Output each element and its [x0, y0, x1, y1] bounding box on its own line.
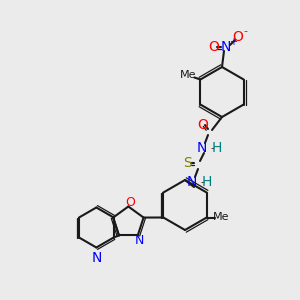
Text: N: N — [187, 175, 197, 189]
Text: Me: Me — [180, 70, 196, 80]
Text: O: O — [208, 40, 219, 54]
Text: Me: Me — [212, 212, 229, 223]
Text: +: + — [229, 37, 237, 47]
Text: -: - — [210, 143, 214, 153]
Text: H: H — [212, 141, 222, 155]
Text: O: O — [232, 30, 243, 44]
Text: N: N — [135, 234, 144, 247]
Text: N: N — [91, 250, 101, 265]
Text: O: O — [125, 196, 135, 209]
Text: -: - — [243, 26, 247, 36]
Text: H: H — [202, 175, 212, 189]
Text: N: N — [221, 40, 231, 54]
Text: O: O — [198, 118, 208, 132]
Text: S: S — [184, 156, 192, 170]
Text: -: - — [200, 177, 204, 187]
Text: N: N — [197, 141, 207, 155]
